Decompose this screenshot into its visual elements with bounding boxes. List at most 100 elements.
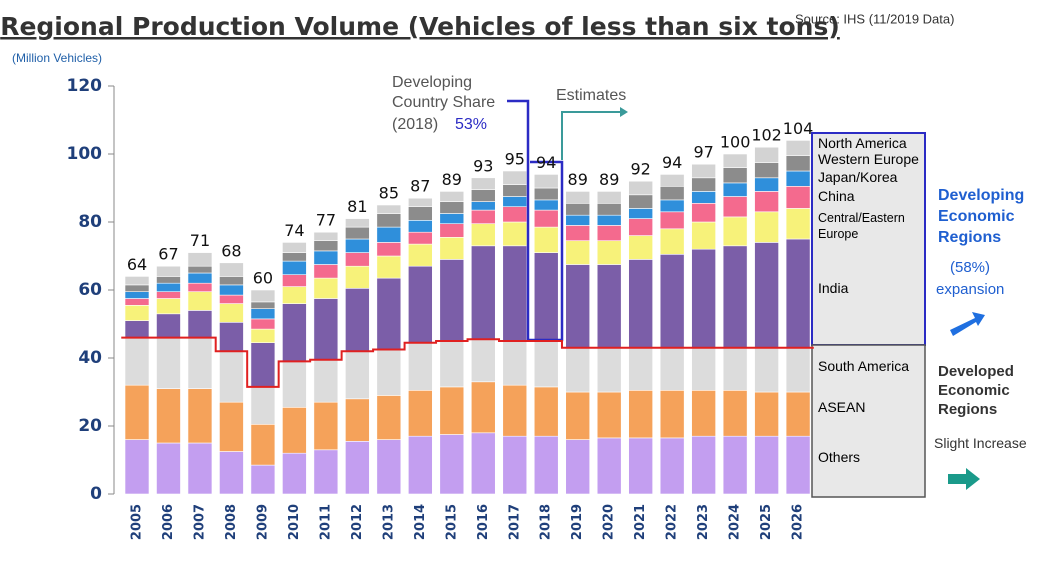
total-label: 94 (662, 153, 682, 172)
legend-label: North America (818, 135, 907, 151)
bar-segment (282, 361, 307, 408)
x-tick-label: 2007 (192, 504, 207, 540)
bar-segment (219, 321, 244, 352)
bar-segment (124, 291, 150, 299)
total-label: 71 (190, 231, 210, 250)
bar-segment (659, 186, 685, 201)
bar-segment (596, 225, 622, 241)
bar-segment (282, 274, 307, 287)
bar-segment (754, 347, 779, 393)
bar-segment (533, 386, 559, 437)
bar-segment (565, 240, 591, 265)
bar-segment (408, 206, 433, 221)
y-tick-label: 20 (78, 416, 102, 436)
bar-segment (596, 203, 622, 216)
bar-segment (722, 167, 748, 184)
y-tick-label: 120 (67, 76, 103, 96)
x-tick-label: 2021 (633, 504, 648, 540)
bar-segment (124, 337, 150, 386)
bar-segment (691, 221, 716, 250)
bar-segment (376, 349, 402, 396)
bar-segment (219, 350, 244, 403)
x-tick-label: 2016 (476, 504, 491, 540)
y-axis-label: (Million Vehicles) (12, 51, 102, 65)
x-tick-label: 2008 (224, 504, 239, 540)
x-tick-label: 2020 (602, 504, 617, 540)
bar-segment (124, 284, 150, 292)
bar-segment (345, 265, 370, 289)
legend-label: ASEAN (818, 399, 866, 415)
bar-segment (313, 449, 339, 495)
bar-segment (156, 282, 181, 293)
bar-segment (785, 140, 811, 156)
bar-segment (785, 391, 811, 437)
total-label: 93 (473, 156, 493, 175)
bar-segment (219, 276, 244, 286)
bar-segment (754, 211, 779, 243)
source: Source: IHS (11/2019 Data) (795, 11, 954, 26)
legend-label: Others (818, 449, 861, 465)
bar-segment (502, 435, 528, 495)
bar-segment (313, 240, 339, 252)
bar-segment (345, 350, 370, 400)
bar-segment (187, 272, 213, 284)
bar-segment (628, 389, 653, 439)
total-label: 67 (158, 245, 178, 264)
legend-label: Central/Eastern Europe (818, 211, 905, 241)
developing-share: (58%) (950, 259, 991, 276)
bar-segment (219, 294, 244, 304)
bar-segment (439, 237, 465, 260)
bar-segment (502, 245, 528, 342)
x-tick-label: 2006 (161, 504, 176, 540)
x-tick-label: 2010 (287, 504, 302, 540)
total-label: 92 (631, 160, 651, 179)
bar-segment (187, 265, 213, 274)
y-tick-label: 100 (67, 144, 103, 164)
bar-segment (345, 218, 370, 228)
bar-segment (187, 442, 213, 495)
bar-segment (502, 196, 528, 207)
bar-segment (628, 235, 653, 260)
bar-segment (628, 259, 653, 349)
developing-arrow (950, 312, 985, 336)
estimates-label: Estimates (556, 87, 627, 104)
bar-segment (470, 189, 496, 202)
bar-segment (219, 262, 244, 277)
total-label: 81 (347, 197, 367, 216)
bar-segment (439, 201, 465, 214)
bar-segment (502, 384, 528, 437)
x-tick-label: 2009 (255, 504, 270, 540)
bar-segment (533, 209, 559, 228)
bar-segment (313, 264, 339, 279)
x-tick-label: 2011 (318, 504, 333, 540)
legend-label: Japan/Korea (818, 169, 898, 185)
bar-segment (691, 347, 716, 391)
y-tick-label: 0 (90, 484, 102, 504)
x-tick-label: 2025 (759, 504, 774, 540)
bar-segment (754, 242, 779, 349)
y-tick-label: 60 (78, 280, 102, 300)
bar-segment (282, 406, 307, 454)
bar-segment (313, 231, 339, 241)
bar-segment (691, 389, 716, 437)
bar-segment (408, 197, 433, 207)
developed-trend: Slight Increase (934, 435, 1027, 451)
y-tick-label: 40 (78, 348, 102, 368)
total-label: 87 (410, 177, 430, 196)
total-label: 95 (505, 150, 525, 169)
bar-segment (565, 191, 591, 204)
bars (124, 140, 811, 495)
bar-segment (533, 226, 559, 253)
developing-trend: expansion (936, 281, 1005, 298)
share-value: 53% (455, 116, 488, 133)
bar-segment (124, 304, 150, 321)
bar-segment (533, 199, 559, 211)
bar-segment (219, 284, 244, 296)
bar-segment (439, 223, 465, 238)
bar-segment (470, 223, 496, 247)
bar-segment (754, 391, 779, 437)
bar-segment (345, 398, 370, 442)
bar-segment (439, 386, 465, 435)
bar-segment (187, 337, 213, 389)
chart-title: Regional Production Volume (Vehicles of … (0, 12, 840, 41)
